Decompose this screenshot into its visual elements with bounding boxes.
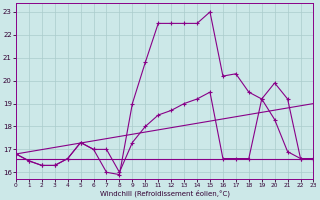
X-axis label: Windchill (Refroidissement éolien,°C): Windchill (Refroidissement éolien,°C): [100, 190, 230, 197]
